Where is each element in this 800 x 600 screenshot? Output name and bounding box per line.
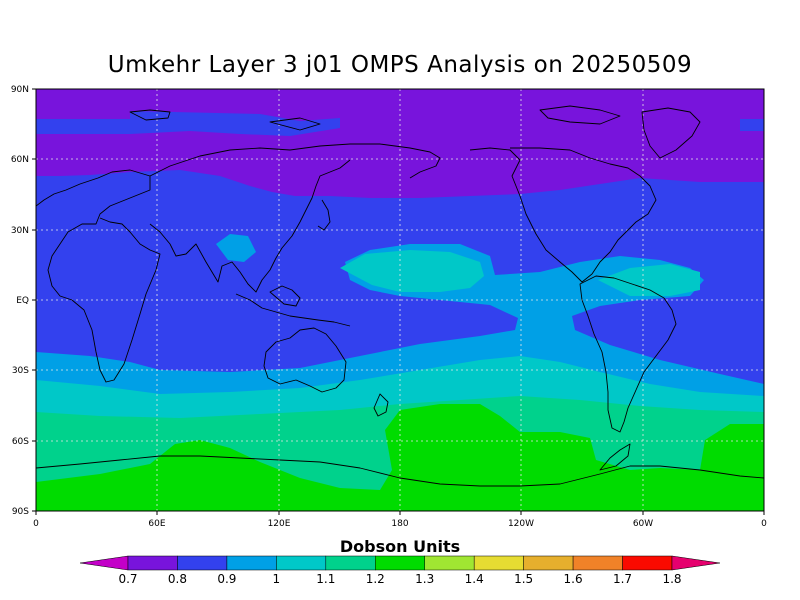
colorbar-tick-label: 1.4: [465, 572, 484, 586]
colorbar-tick-label: 1.5: [514, 572, 533, 586]
ozone-field: [36, 89, 764, 511]
x-axis: [35, 511, 765, 515]
colorbar-swatch: [622, 555, 673, 571]
x-tick-label: 0: [761, 519, 767, 529]
colorbar-tick-label: 0.9: [217, 572, 236, 586]
colorbar-swatch: [325, 555, 376, 571]
colorbar-swatch: [424, 555, 475, 571]
y-tick-label: 30N: [11, 226, 29, 236]
colorbar-swatch: [177, 555, 228, 571]
y-tick-label: EQ: [16, 296, 29, 306]
y-tick-label: 90S: [12, 507, 29, 517]
y-tick-label: 60S: [12, 437, 29, 447]
colorbar-tick-label: 0.7: [118, 572, 137, 586]
field-band-1.0-1.1-eq: [340, 250, 484, 292]
colorbar-swatch: [127, 555, 178, 571]
colorbar-tick-label: 1.8: [662, 572, 681, 586]
colorbar-tick-label: 1: [273, 572, 281, 586]
colorbar-swatch: [473, 555, 524, 571]
colorbar-swatch: [226, 555, 277, 571]
colorbar-tick-label: 0.8: [168, 572, 187, 586]
colorbar-swatch: [671, 555, 721, 571]
page-title: Umkehr Layer 3 j01 OMPS Analysis on 2025…: [107, 52, 693, 78]
x-tick-label: 0: [33, 519, 39, 529]
map-grid: [36, 89, 764, 511]
colorbar-swatch: [572, 555, 623, 571]
x-tick-label: 60W: [633, 519, 653, 529]
field-band-1.2-1.3: [36, 404, 764, 511]
colorbar-title: Dobson Units: [340, 537, 460, 556]
colorbar-swatch: [523, 555, 574, 571]
colorbar-tick-label: 1.7: [613, 572, 632, 586]
y-tick-label: 60N: [11, 155, 29, 165]
field-band-1.0-1.1-eq2: [598, 264, 700, 296]
colorbar-tick-label: 1.1: [316, 572, 335, 586]
x-tick-label: 120W: [508, 519, 534, 529]
y-axis: [32, 88, 36, 512]
x-tick-label: 120E: [268, 519, 291, 529]
colorbar-swatch: [375, 555, 425, 571]
colorbar-swatch: [276, 555, 327, 571]
colorbar-tick-label: 1.3: [415, 572, 434, 586]
colorbar: 0.7 0.8 0.9 1 1.1 1.2 1.3 1.4 1.5 1.6 1.7 1.8: [79, 555, 721, 586]
x-tick-label: 60E: [148, 519, 165, 529]
y-tick-label: 30S: [12, 366, 29, 376]
field-band-0.7-0.8-b: [36, 111, 340, 136]
colorbar-tick-label: 1.2: [366, 572, 385, 586]
x-tick-label: 180: [391, 519, 408, 529]
colorbar-tick-label: 1.6: [564, 572, 583, 586]
coastlines: [36, 105, 764, 487]
field-band-0.9-1.0-asia: [216, 234, 256, 262]
colorbar-swatch: [79, 555, 129, 571]
field-band-0.7-0.8-c: [740, 119, 764, 131]
y-tick-label: 90N: [11, 85, 29, 95]
